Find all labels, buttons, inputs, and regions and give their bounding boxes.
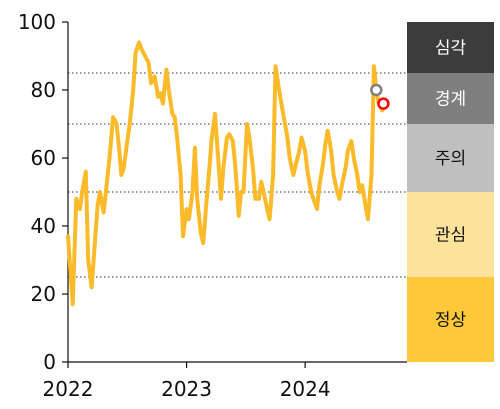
series-layer	[66, 40, 385, 307]
zone-band-0	[407, 22, 494, 73]
zone-label-3: 관심	[435, 226, 466, 246]
marker-layer	[370, 83, 390, 110]
y-tick-label-1: 20	[31, 282, 56, 306]
y-tick-label-4: 80	[31, 78, 56, 102]
zone-band-4	[407, 277, 494, 362]
zone-label-1: 경계	[435, 90, 466, 110]
marker-point-0	[370, 83, 383, 97]
zone-band-1	[407, 73, 494, 124]
axes	[62, 21, 407, 368]
zone-label-2: 주의	[435, 149, 466, 169]
zone-label-0: 심각	[435, 39, 467, 59]
y-tick-label-3: 60	[31, 146, 56, 170]
zone-band-3	[407, 192, 494, 277]
x-tick-label-1: 2023	[161, 377, 212, 401]
y-tick-label-2: 40	[31, 214, 56, 238]
x-tick-label-2: 2024	[280, 377, 331, 401]
y-tick-label-0: 0	[43, 350, 56, 374]
x-tick-labels: 2022 2023 2024	[43, 377, 331, 401]
x-tick-label-0: 2022	[43, 377, 94, 401]
zone-band-2	[407, 124, 494, 192]
series-line-0	[66, 40, 385, 307]
y-tick-label-5: 100	[18, 10, 56, 34]
y-tick-labels: 0 20 40 60 80 100	[18, 10, 56, 374]
zone-label-4: 정상	[435, 311, 467, 331]
marker-point-1	[377, 97, 390, 110]
